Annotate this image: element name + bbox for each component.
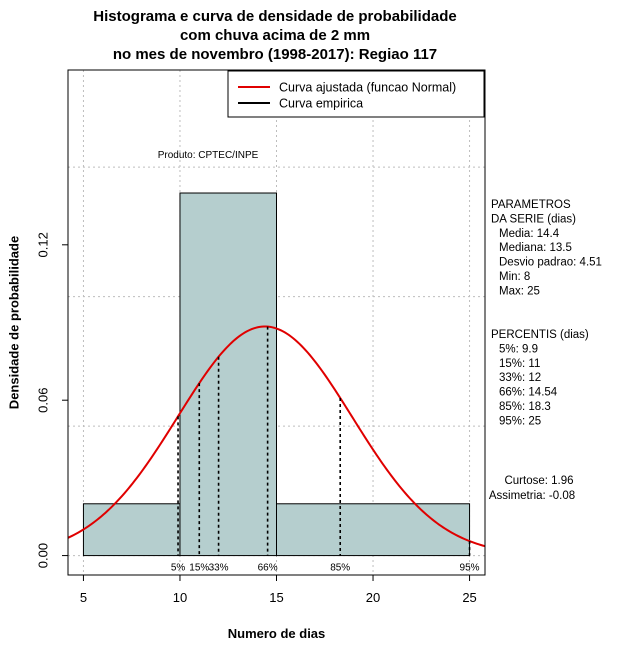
parameter-line: Mediana: 13.5: [499, 242, 572, 254]
percentile-label: 66%: [258, 563, 278, 574]
y-axis-title: Densidade de probabilidade: [7, 236, 22, 409]
normal-curve-line: [67, 325, 486, 548]
parameters-heading: DA SERIE (dias): [491, 213, 576, 225]
percentiles-heading: PERCENTIS (dias): [491, 329, 589, 341]
percentile-line-text: 85%: 18.3: [499, 401, 551, 413]
x-tick-label: 25: [462, 590, 476, 605]
percentile-markers: 5% 15% 33% 66% 85% 95%: [171, 326, 480, 574]
legend-label: Curva empirica: [279, 97, 363, 111]
histogram-bar: [179, 192, 278, 557]
title-line: com chuva acima de 2 mm: [180, 27, 370, 44]
y-tick-label: 0.06: [36, 388, 51, 413]
parameter-line: Max: 25: [499, 285, 540, 297]
parameter-line: Min: 8: [499, 271, 530, 283]
parameter-line: Desvio padrao: 4.51: [499, 257, 602, 269]
y-tick-label: 0.12: [36, 232, 51, 257]
percentile-label: 15%: [189, 563, 209, 574]
percentile-label: 5%: [171, 563, 186, 574]
title-line: no mes de novembro (1998-2017): Regiao 1…: [113, 46, 437, 63]
chart-title: Histograma e curva de densidade de proba…: [93, 8, 456, 63]
x-tick-label: 5: [80, 590, 87, 605]
parameter-line: Media: 14.4: [499, 228, 560, 240]
axes: 5 10 15 20 25 0.00 0.06 0.12 Numero de dias Densi…: [7, 232, 477, 641]
title-line: Histograma e curva de densidade de proba…: [93, 8, 456, 25]
x-tick-label: 10: [173, 590, 187, 605]
fitted-curve: [67, 325, 486, 548]
y-tick-label: 0.00: [36, 543, 51, 568]
histogram-bar: [276, 503, 471, 557]
histogram-bars: [82, 192, 471, 557]
percentile-label: 33%: [209, 563, 229, 574]
percentile-line-text: 66%: 14.54: [499, 387, 558, 399]
percentile-label: 85%: [330, 563, 350, 574]
percentile-label: 95%: [460, 563, 480, 574]
skewness-text: Assimetria: -0.08: [489, 490, 575, 502]
x-axis-title: Numero de dias: [228, 626, 326, 641]
percentile-line-text: 95%: 25: [499, 415, 541, 427]
kurtosis-text: Curtose: 1.96: [504, 475, 573, 487]
x-tick-label: 15: [269, 590, 283, 605]
legend-label: Curva ajustada (funcao Normal): [279, 81, 456, 95]
parameters-heading: PARAMETROS: [491, 199, 571, 211]
histogram-bar: [82, 503, 181, 557]
percentile-line-text: 33%: 12: [499, 372, 541, 384]
statistics-panel: PARAMETROS DA SERIE (dias) Media: 14.4 Medi…: [489, 199, 602, 502]
x-tick-label: 20: [366, 590, 380, 605]
legend: Curva ajustada (funcao Normal) Curva empi…: [227, 70, 485, 118]
percentile-line-text: 15%: 11: [499, 358, 540, 370]
legend-box: [227, 70, 485, 118]
percentile-line-text: 5%: 9.9: [499, 343, 538, 355]
credit-label: Produto: CPTEC/INPE: [158, 150, 259, 161]
